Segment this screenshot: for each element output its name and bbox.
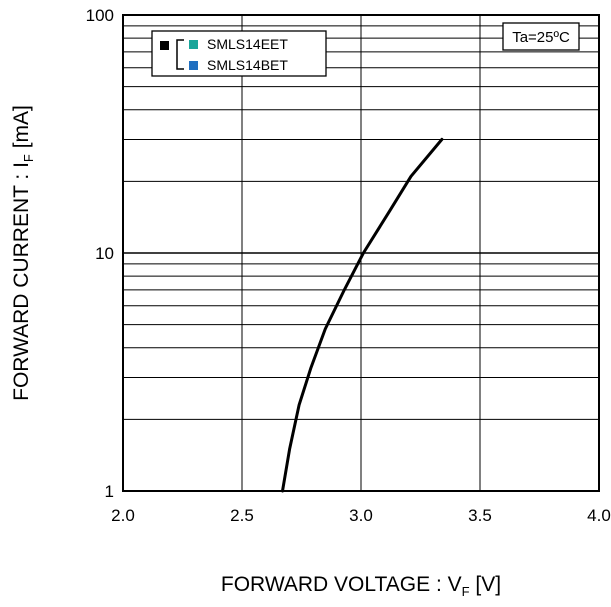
legend-bracket bbox=[176, 39, 184, 70]
annotation-box bbox=[502, 22, 580, 51]
y-tick-label: 1 bbox=[105, 482, 114, 501]
series-line bbox=[281, 137, 444, 493]
x-axis-title-subscript: F bbox=[462, 584, 470, 599]
x-axis-title: FORWARD VOLTAGE : VF [V] bbox=[221, 573, 501, 599]
x-tick-label: 3.5 bbox=[468, 506, 492, 525]
legend-label-smls14eet: SMLS14EET bbox=[207, 36, 288, 52]
y-tick-label: 100 bbox=[86, 6, 114, 25]
y-tick-labels: 1 10 100 bbox=[86, 6, 114, 501]
y-axis-title-main: FORWARD CURRENT : I bbox=[10, 162, 33, 401]
plot-frame bbox=[122, 14, 600, 492]
annotation-text: Ta=25ºC bbox=[512, 29, 570, 46]
legend-swatch-smls14eet bbox=[189, 40, 198, 49]
temperature-annotation: Ta=25ºC bbox=[502, 22, 580, 51]
legend-swatch-smls14bet bbox=[189, 61, 198, 70]
y-axis-title: FORWARD CURRENT : IF [mA] bbox=[10, 105, 36, 401]
legend-label-smls14bet: SMLS14BET bbox=[207, 57, 288, 73]
x-tick-label: 4.0 bbox=[587, 506, 611, 525]
legend-box bbox=[151, 30, 327, 77]
y-axis-title-unit: [mA] bbox=[10, 105, 33, 154]
legend: SMLS14EET SMLS14BET bbox=[151, 30, 327, 77]
grid bbox=[123, 15, 599, 491]
x-axis-title-unit: [V] bbox=[470, 573, 502, 596]
x-tick-labels: 2.0 2.5 3.0 3.5 4.0 bbox=[111, 506, 611, 525]
legend-group-marker bbox=[160, 41, 169, 50]
y-tick-label: 10 bbox=[95, 244, 114, 263]
y-axis-title-subscript: F bbox=[21, 154, 36, 162]
x-axis-title-main: FORWARD VOLTAGE : V bbox=[221, 573, 462, 596]
x-tick-label: 2.0 bbox=[111, 506, 135, 525]
x-tick-label: 3.0 bbox=[349, 506, 373, 525]
x-tick-label: 2.5 bbox=[230, 506, 254, 525]
